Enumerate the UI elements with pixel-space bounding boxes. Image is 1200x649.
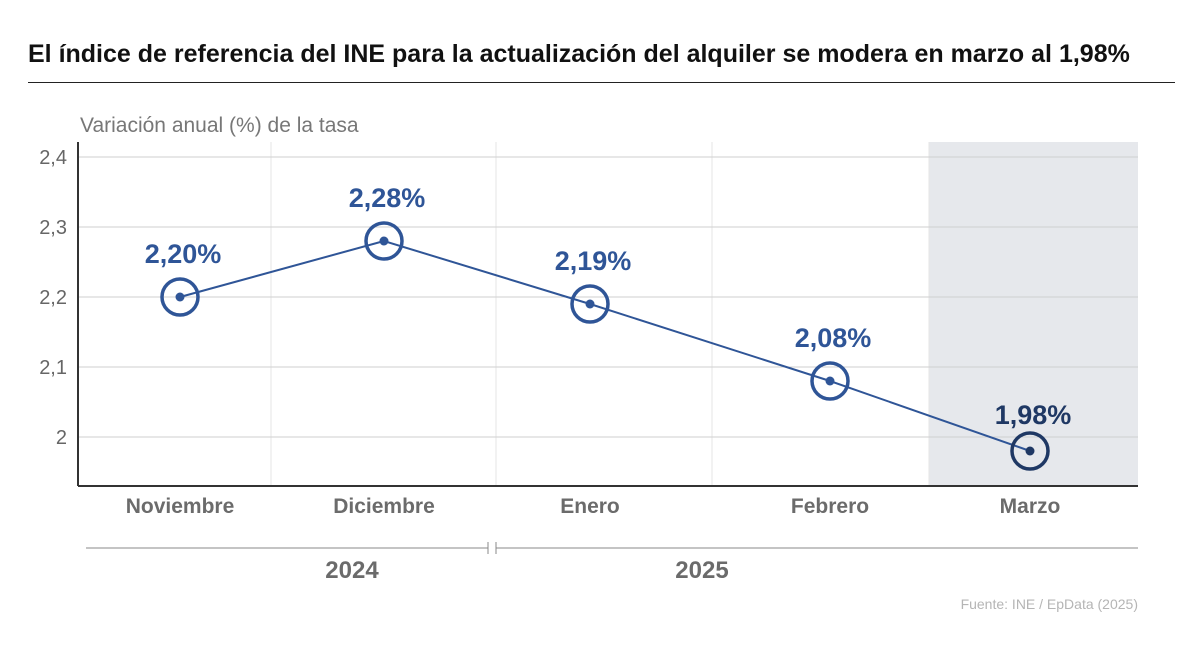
data-point <box>175 292 185 302</box>
y-axis-label: Variación anual (%) de la tasa <box>80 114 359 137</box>
data-point-ring <box>810 361 850 401</box>
data-point <box>585 299 595 309</box>
data-label: 1,98% <box>995 400 1072 430</box>
y-tick-label: 2,4 <box>39 147 67 169</box>
x-tick-label: Noviembre <box>126 495 235 518</box>
data-label: 2,19% <box>555 246 632 276</box>
year-label-2025: 2025 <box>675 557 728 584</box>
y-tick-label: 2,3 <box>39 217 67 239</box>
data-point <box>825 376 835 386</box>
data-point <box>1025 446 1035 456</box>
data-point-ring <box>570 284 610 324</box>
data-point <box>379 236 389 246</box>
x-tick-label: Marzo <box>1000 495 1061 518</box>
y-tick-label: 2,2 <box>39 287 67 309</box>
x-tick-label: Febrero <box>791 495 869 518</box>
y-tick-label: 2,1 <box>39 357 67 379</box>
data-label: 2,20% <box>145 239 222 269</box>
chart-title: El índice de referencia del INE para la … <box>28 40 1130 68</box>
x-tick-label: Diciembre <box>333 495 435 518</box>
data-point-ring <box>1010 431 1050 471</box>
data-point-ring <box>160 277 200 317</box>
data-label: 2,28% <box>349 183 426 213</box>
data-label: 2,08% <box>795 323 872 353</box>
data-point-ring <box>364 221 404 261</box>
x-tick-label: Enero <box>560 495 620 518</box>
source-note: Fuente: INE / EpData (2025) <box>960 596 1138 612</box>
year-label-2024: 2024 <box>325 557 379 584</box>
title-divider <box>28 82 1175 83</box>
y-tick-label: 2 <box>56 427 67 449</box>
